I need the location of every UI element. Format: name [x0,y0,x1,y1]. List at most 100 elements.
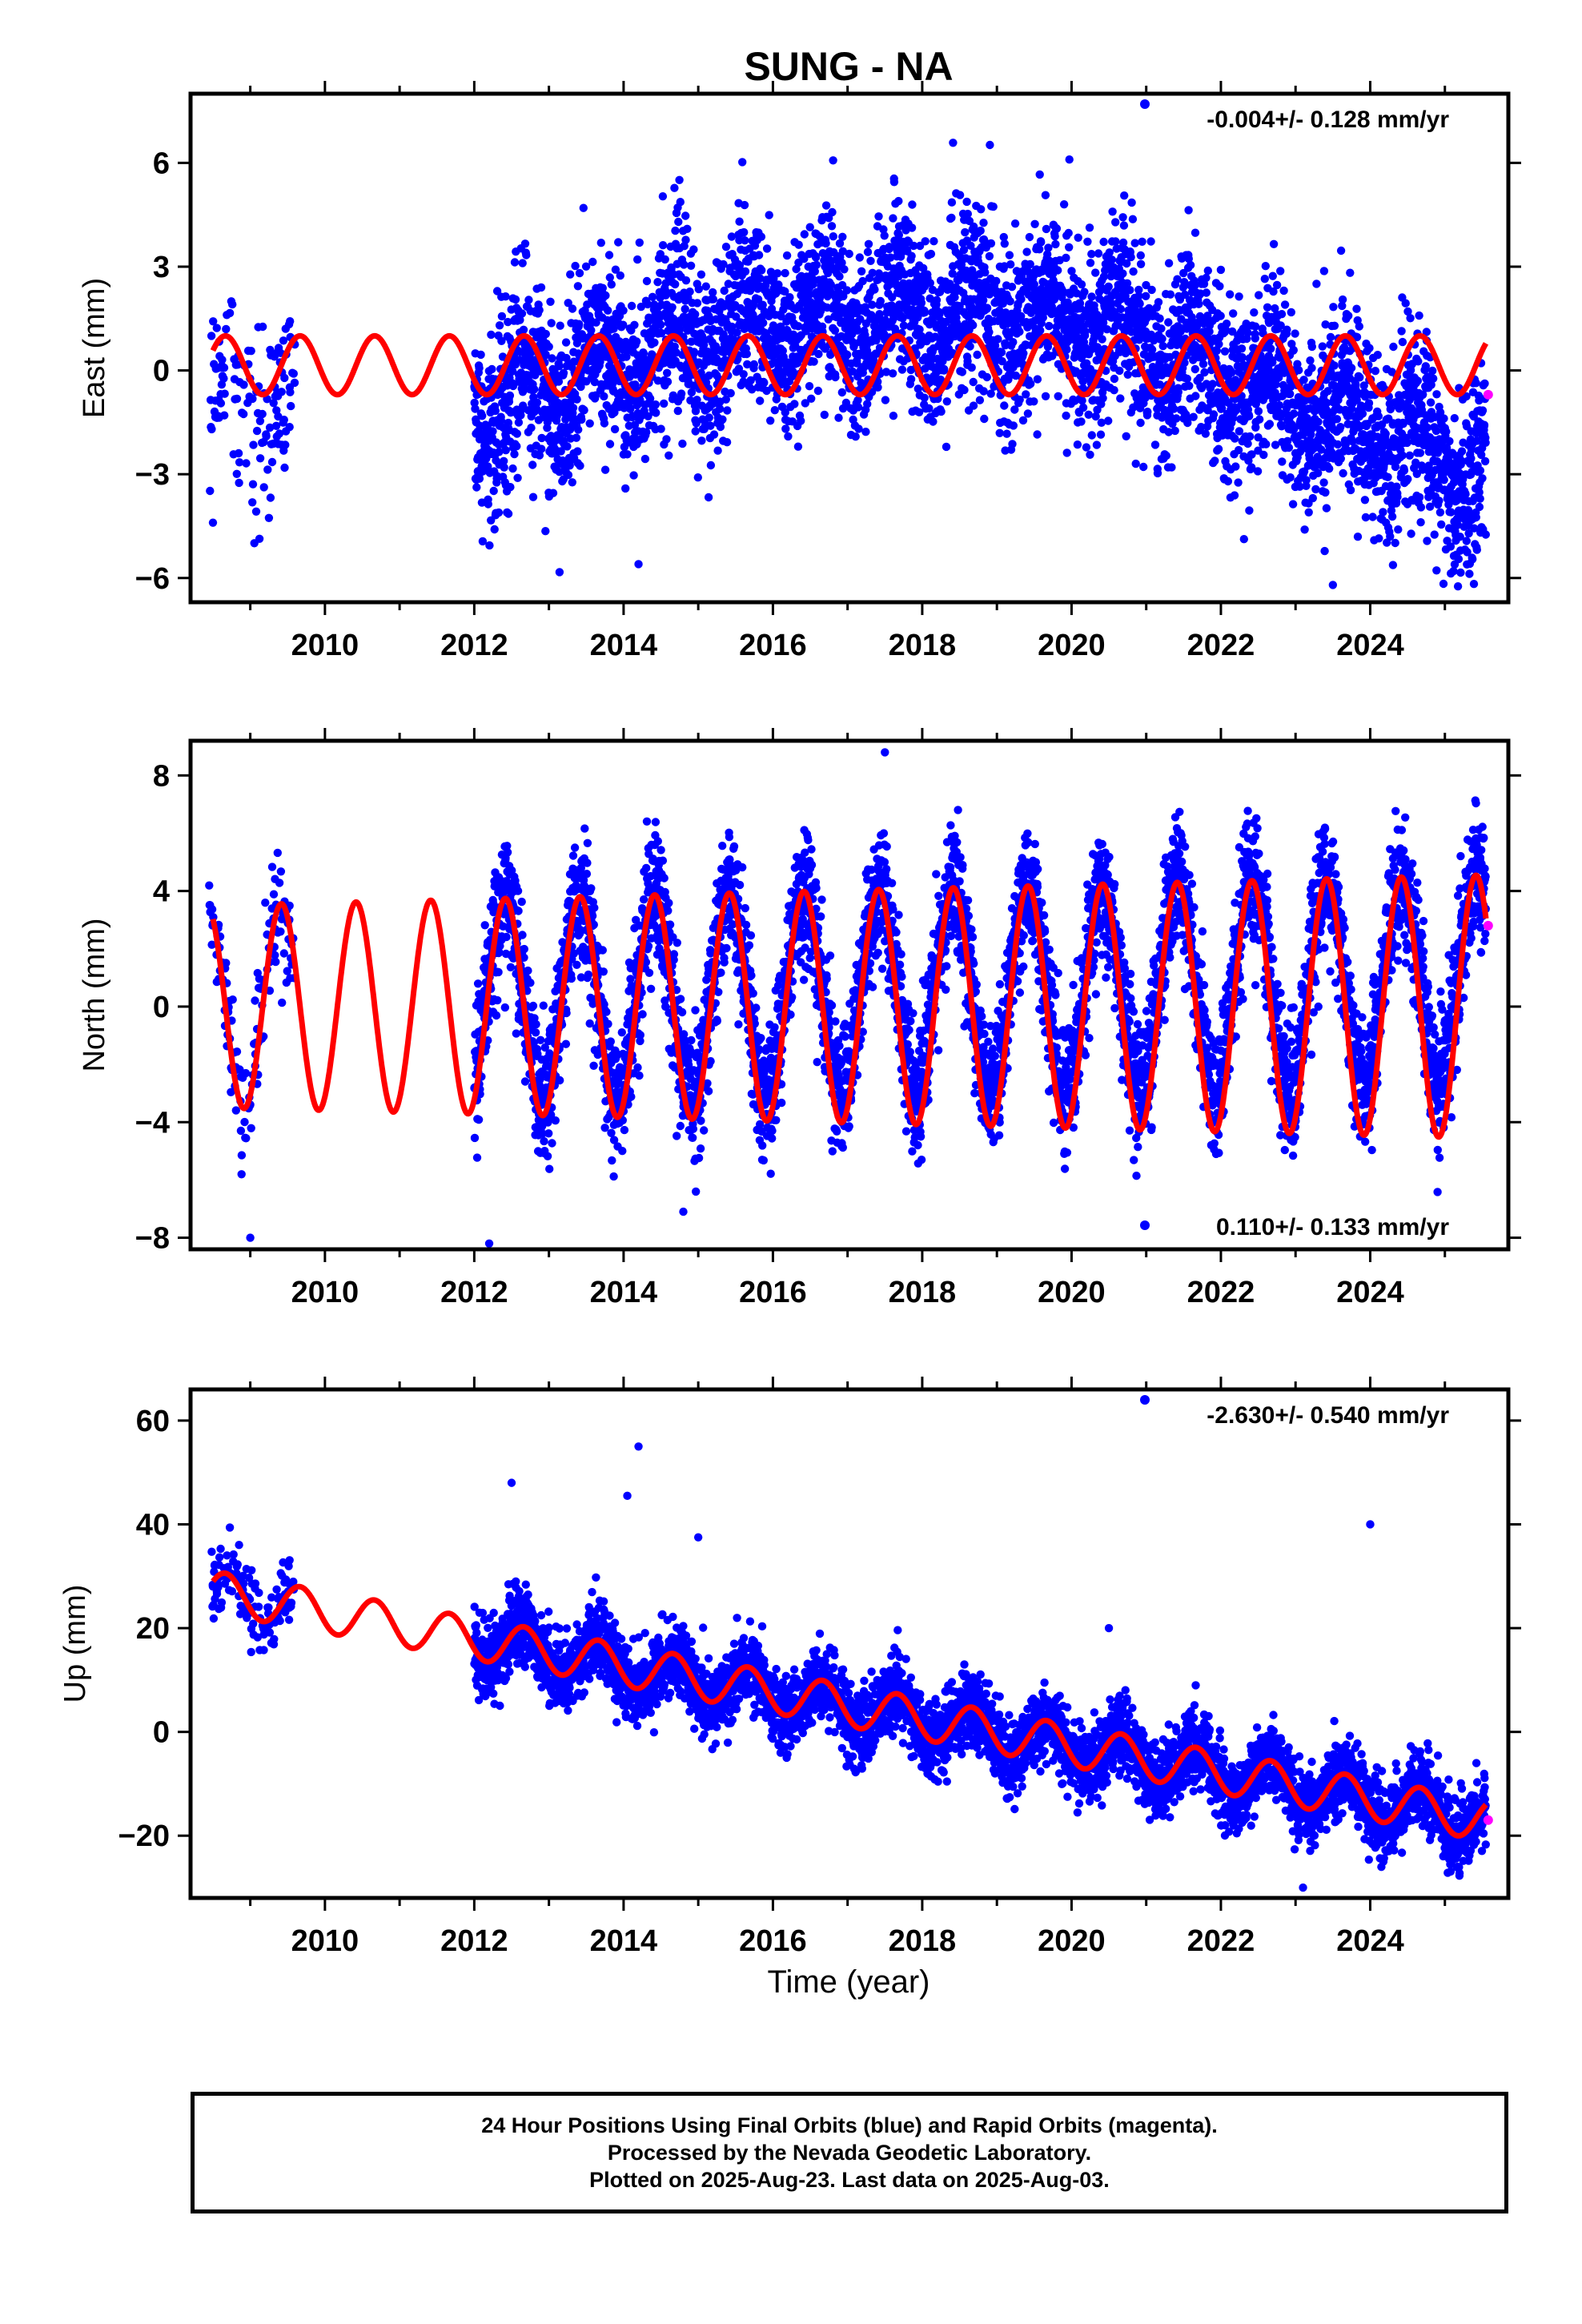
data-point [1174,388,1183,396]
data-point [1259,450,1268,460]
data-point [1111,218,1120,227]
data-point [1300,525,1309,534]
data-point [1278,457,1287,466]
data-point [1373,351,1383,360]
data-point [228,300,237,309]
data-point [880,231,889,240]
data-point [812,260,821,269]
data-point [1022,390,1030,399]
data-point [794,322,803,331]
data-point [1287,308,1296,317]
data-point [1291,329,1299,338]
data-point [976,226,985,235]
data-point [1394,525,1403,534]
data-point [1084,410,1093,419]
data-point [561,338,571,347]
data-point [251,507,261,516]
data-point [1432,390,1441,399]
data-point [1399,466,1409,475]
data-point [555,362,564,371]
data-point [1045,321,1054,331]
data-point [1167,463,1176,472]
data-point [255,454,265,463]
data-point [741,267,750,276]
data-point [681,235,690,244]
data-point [225,308,235,318]
data-point [207,424,216,434]
data-point [1216,265,1226,275]
data-point [1276,267,1285,275]
data-point [813,386,823,396]
data-point [897,365,907,374]
data-point [220,411,229,420]
data-point [753,295,763,304]
data-point [548,489,558,497]
data-point [1355,322,1364,331]
data-point [1116,394,1125,403]
data-point [1284,443,1294,452]
data-point [769,321,778,330]
data-point [1123,370,1132,379]
data-point [1435,508,1445,517]
data-point [631,380,640,389]
data-point [1386,532,1395,541]
data-point [607,280,616,289]
data-point [1051,239,1060,249]
data-point [908,200,917,209]
data-point [789,368,797,376]
data-point [660,399,669,408]
data-point [889,412,898,420]
data-point [722,438,732,447]
data-point [1054,392,1062,400]
data-point [1143,408,1152,416]
data-point [632,337,641,346]
data-point [280,373,289,383]
data-point [1050,231,1059,241]
data-point [1347,364,1356,372]
data-point [942,397,952,406]
data-point [929,417,938,426]
data-point [1092,440,1102,449]
data-point [1086,259,1095,267]
data-point [575,268,584,278]
data-point [1432,566,1441,575]
data-point [854,424,863,433]
data-point [1120,191,1129,200]
data-point [1229,309,1238,318]
data-point [1110,386,1118,395]
data-point [961,227,970,237]
data-point [1251,334,1260,343]
data-point [572,395,581,404]
data-point [1426,398,1435,407]
data-point [508,464,517,473]
data-point [642,428,651,436]
data-point [610,424,620,434]
data-point [697,436,706,445]
data-point [723,406,732,415]
data-point [573,282,583,291]
data-point [1007,283,1017,292]
data-point [207,332,216,340]
data-point [1263,303,1272,312]
data-point [1009,338,1018,347]
data-point [1033,375,1042,384]
data-point [1319,478,1328,487]
data-point [1150,440,1160,449]
data-point [212,324,221,332]
data-point [1062,345,1071,354]
data-point [1383,472,1392,481]
data-point [1158,334,1166,344]
data-point [1389,342,1398,352]
data-point [279,416,288,424]
data-point [683,224,692,233]
data-point [663,368,672,377]
data-point [635,238,644,247]
data-point [1437,520,1446,529]
data-point [1170,426,1179,436]
data-point [535,451,544,460]
data-point [604,306,612,315]
data-point [1022,247,1031,256]
data-point [1026,380,1035,388]
data-point [1035,170,1044,179]
data-point [739,370,748,379]
